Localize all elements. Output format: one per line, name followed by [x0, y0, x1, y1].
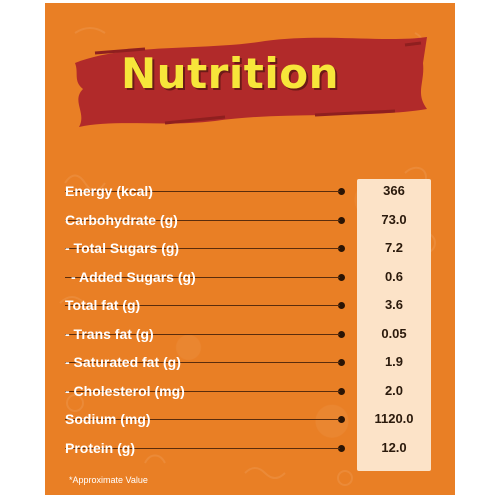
nutrient-value: 0.05: [381, 325, 407, 341]
nutrient-value: 1120.0: [374, 411, 414, 426]
leader-line: [65, 276, 340, 278]
nutrient-values: 366 73.0 7.2 0.6 3.6 0.05 1.9 2.0 1120.0…: [357, 177, 431, 462]
nutrient-label: Total fat (g): [65, 297, 141, 314]
nutrition-title: Nutrition: [121, 49, 339, 98]
nutrient-value: 73.0: [381, 211, 407, 227]
nutrition-card: Nutrition Energy (kcal) Carbohydrate (g)…: [45, 3, 455, 495]
approximate-value-footnote: *Approximate Value: [69, 475, 148, 485]
nutrient-value: 2.0: [384, 382, 404, 398]
leader-dot: [338, 330, 345, 338]
leader-line: [65, 362, 340, 364]
values-column-background: [357, 179, 431, 471]
nutrient-row: - Trans fat (g): [65, 320, 435, 349]
leader-dot: [338, 245, 345, 253]
leader-line: [65, 419, 340, 421]
leader-dot: [338, 188, 345, 196]
nutrient-label: Energy (kcal): [65, 183, 153, 200]
leader-dot: [338, 273, 345, 281]
nutrient-row: Sodium (mg): [65, 405, 435, 434]
nutrient-label: Carbohydrate (g): [65, 211, 178, 228]
nutrient-value: 1.9: [384, 354, 404, 369]
leader-dot: [338, 387, 345, 395]
nutrient-row: Carbohydrate (g): [65, 206, 435, 235]
nutrient-value: 366: [383, 183, 405, 198]
nutrient-value: 0.6: [384, 268, 404, 284]
nutrient-label: Protein (g): [65, 439, 135, 456]
leader-line: [65, 333, 340, 335]
nutrient-label: Sodium (mg): [65, 411, 151, 428]
leader-line: [65, 248, 340, 250]
leader-dot: [338, 216, 345, 224]
nutrient-value: 12.0: [381, 439, 407, 455]
nutrient-label: - Cholesterol (mg): [65, 382, 185, 399]
leader-line: [65, 219, 340, 221]
title-brush-banner: [75, 37, 427, 127]
nutrient-value: 3.6: [384, 297, 404, 312]
nutrient-rows: Energy (kcal) Carbohydrate (g) - Total S…: [65, 177, 435, 462]
leader-line: [65, 447, 340, 449]
nutrient-value: 7.2: [384, 240, 404, 255]
nutrient-label: - Added Sugars (g): [71, 268, 196, 285]
nutrient-row: - Total Sugars (g): [65, 234, 435, 263]
leader-dot: [338, 416, 345, 424]
nutrient-row: - Saturated fat (g): [65, 348, 435, 377]
leader-line: [65, 191, 340, 193]
nutrient-row: Energy (kcal): [65, 177, 435, 206]
leader-dot: [338, 302, 345, 310]
nutrient-label: - Trans fat (g): [65, 325, 154, 342]
nutrient-row: - Added Sugars (g): [65, 263, 435, 292]
nutrient-row: Total fat (g): [65, 291, 435, 320]
leader-dot: [338, 444, 345, 452]
nutrient-row: - Cholesterol (mg): [65, 377, 435, 406]
nutrient-label: - Saturated fat (g): [65, 354, 181, 371]
leader-dot: [338, 359, 345, 367]
nutrient-label: - Total Sugars (g): [65, 240, 180, 257]
leader-line: [65, 390, 340, 392]
leader-line: [65, 305, 340, 307]
nutrient-row: Protein (g): [65, 434, 435, 463]
